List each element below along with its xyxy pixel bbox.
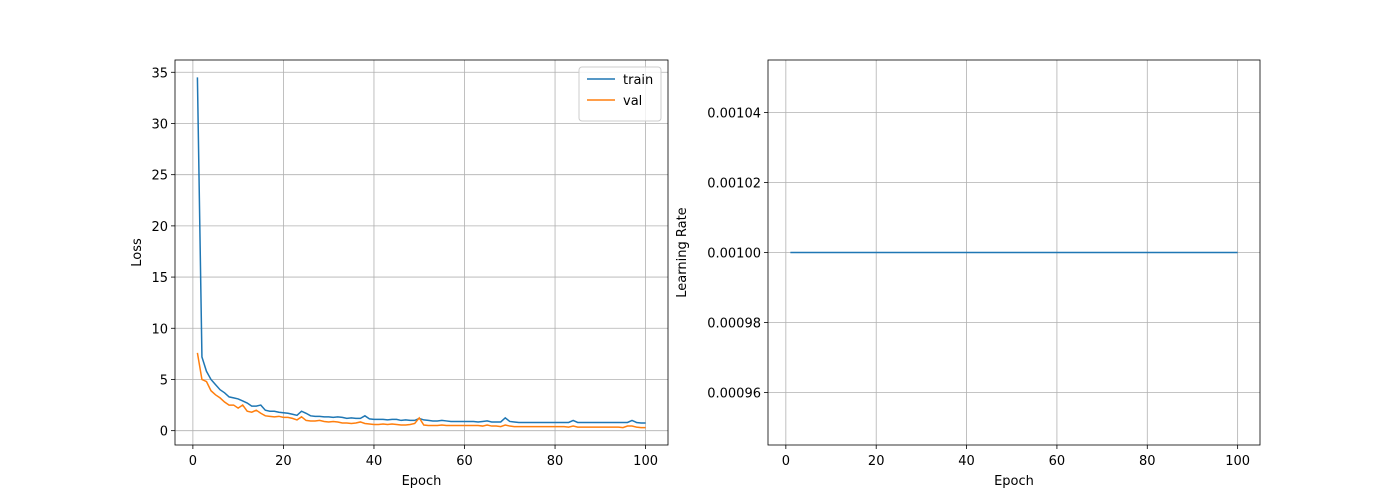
y-tick-label: 20 bbox=[151, 220, 168, 235]
x-tick-label: 0 bbox=[782, 454, 790, 469]
x-tick-label: 40 bbox=[366, 454, 383, 469]
legend-label: val bbox=[623, 94, 642, 109]
y-tick-label: 0.00104 bbox=[707, 107, 761, 122]
y-tick-label: 0 bbox=[160, 425, 168, 440]
y-tick-label: 0.00102 bbox=[707, 177, 761, 192]
x-tick-label: 60 bbox=[1049, 454, 1066, 469]
legend: train val bbox=[578, 66, 662, 122]
line bbox=[196, 352, 646, 429]
x-tick-label: 20 bbox=[868, 454, 885, 469]
y-tick-label: 15 bbox=[151, 271, 168, 286]
y-tick-label: 25 bbox=[151, 169, 168, 184]
y-tick-label: 0.00096 bbox=[707, 387, 761, 402]
legend-box bbox=[578, 66, 662, 122]
y-tick-label: 0.00100 bbox=[707, 247, 761, 262]
x-axis-label: Epoch bbox=[402, 474, 442, 489]
y-tick-label: 30 bbox=[151, 117, 168, 132]
y-tick-label: 0.00098 bbox=[707, 317, 761, 332]
x-tick-label: 80 bbox=[1139, 454, 1156, 469]
x-tick-label: 40 bbox=[958, 454, 975, 469]
y-axis-label: Learning Rate bbox=[675, 207, 690, 297]
x-tick-label: 100 bbox=[1225, 454, 1250, 469]
plot-frame bbox=[767, 59, 1261, 446]
y-axis-label: Loss bbox=[130, 238, 145, 267]
axes: 0 20 40 60 80 100 0 5 10 15 20 25 30 35 Epoch Loss train… bbox=[130, 59, 669, 489]
y-tick-label: 35 bbox=[151, 66, 168, 81]
legend-label: train bbox=[623, 73, 653, 88]
x-tick-label: 60 bbox=[456, 454, 473, 469]
x-tick-label: 80 bbox=[547, 454, 564, 469]
line bbox=[196, 77, 646, 424]
x-tick-label: 100 bbox=[633, 454, 658, 469]
axes: 0 20 40 60 80 100 0.00096 0.00098 0.00100 0.00102… bbox=[675, 59, 1261, 489]
plot-frame bbox=[174, 59, 669, 446]
y-tick-label: 10 bbox=[151, 322, 168, 337]
y-tick-label: 5 bbox=[160, 373, 168, 388]
x-tick-label: 0 bbox=[189, 454, 197, 469]
x-axis-label: Epoch bbox=[994, 474, 1034, 489]
x-tick-label: 20 bbox=[275, 454, 292, 469]
